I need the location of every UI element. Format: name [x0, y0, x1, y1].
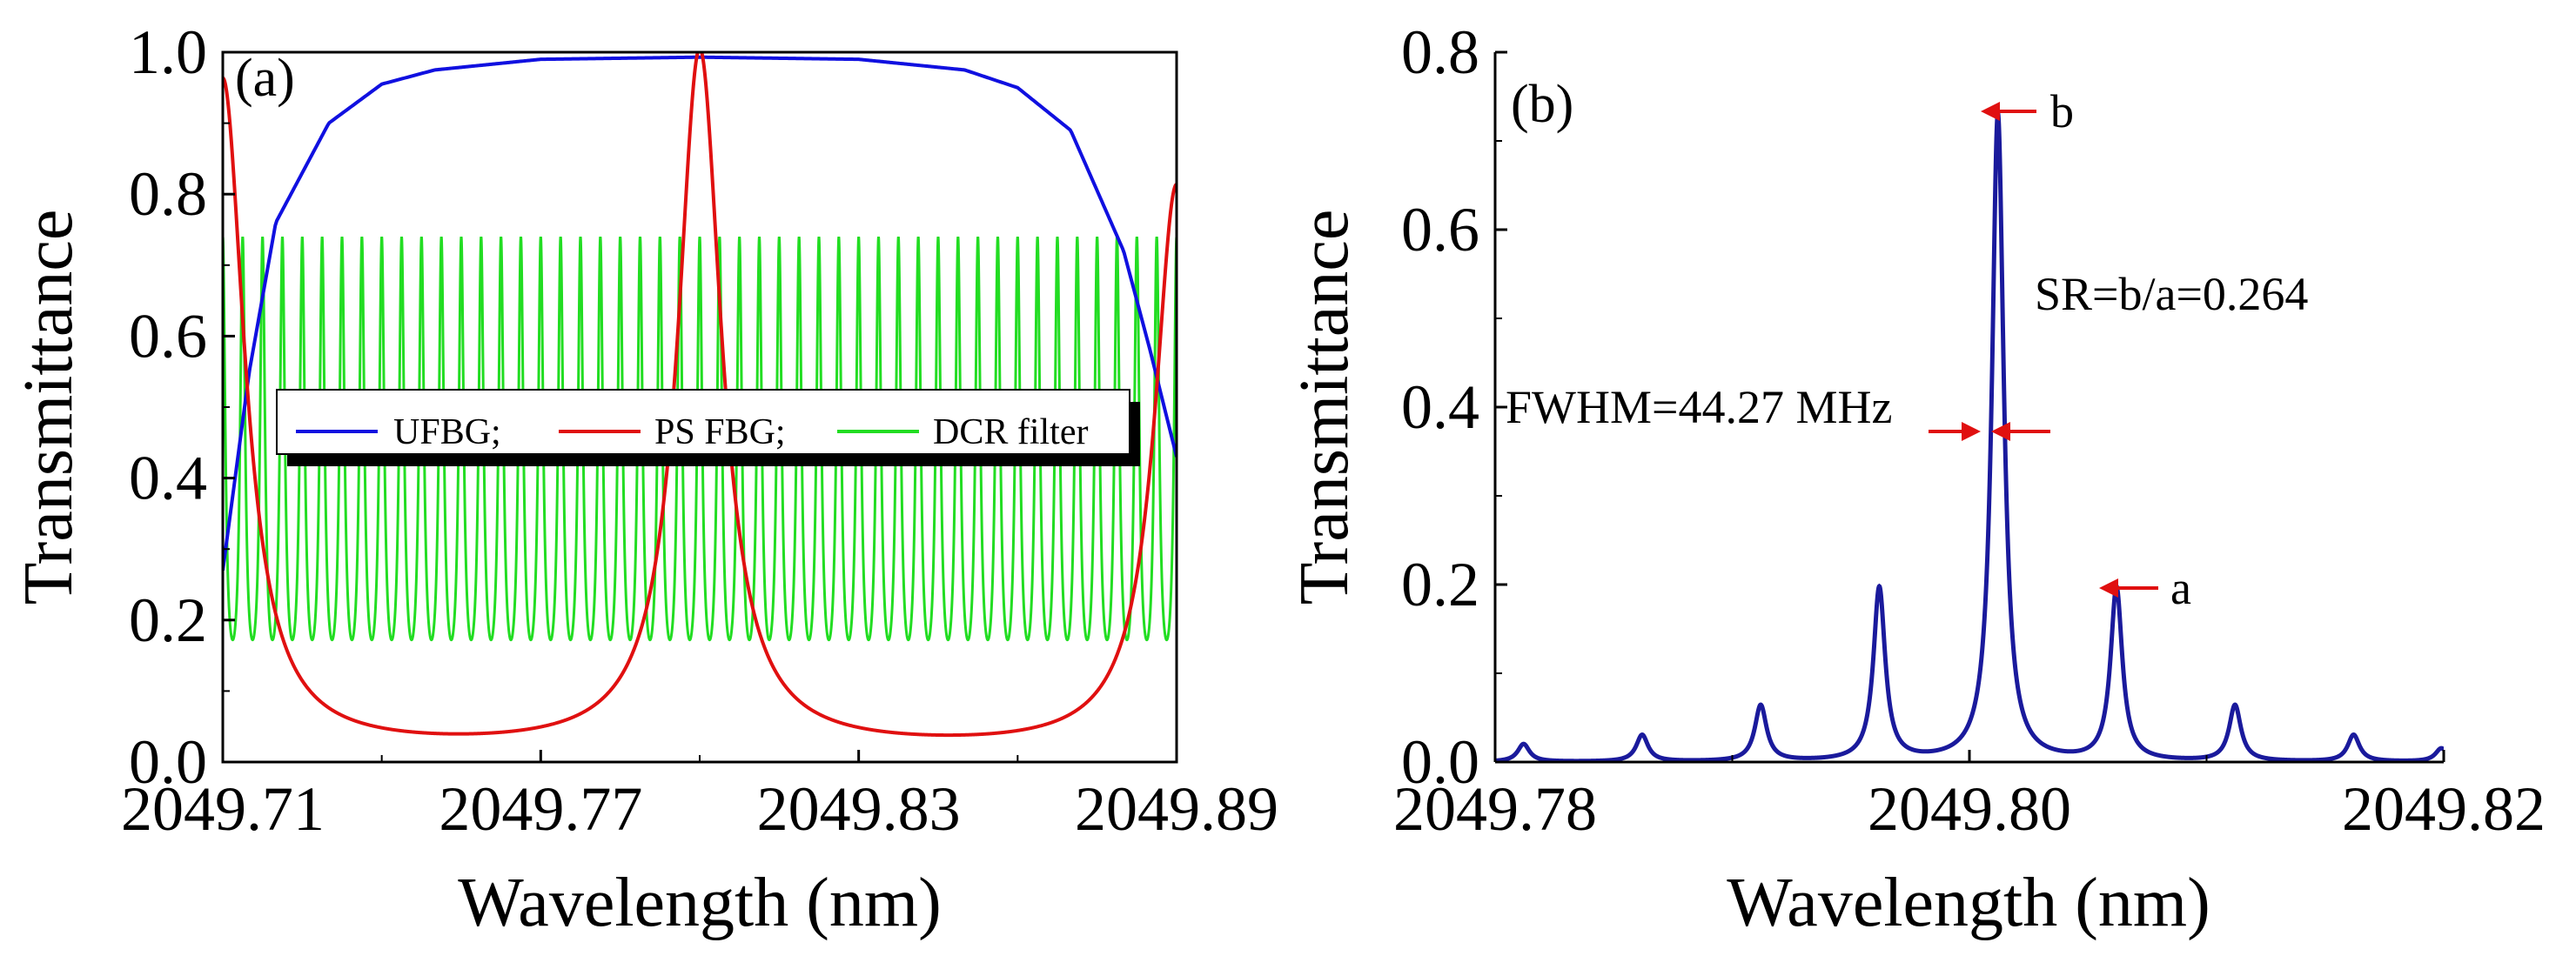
x-axis-title-a: Wavelength (nm): [458, 865, 942, 941]
legend-box: [276, 389, 1130, 455]
x-tick-label-b-2: 2049.82: [2342, 774, 2546, 844]
x-tick-label-a-2: 2049.83: [757, 774, 961, 844]
series-group-a: [223, 52, 1177, 738]
panel-label-b: (b): [1511, 75, 1573, 134]
y-tick-label-b-2: 0.4: [1401, 372, 1479, 442]
peak-a-arrow: [2099, 578, 2158, 598]
x-axis-title-b: Wavelength (nm): [1727, 865, 2210, 941]
peak-b-label: b: [2050, 85, 2074, 137]
x-tick-label-a-1: 2049.77: [439, 774, 642, 844]
y-tick-label-a-4: 0.8: [129, 159, 207, 229]
peak-a-label: a: [2170, 562, 2191, 614]
legend-label-dcr: DCR filter: [933, 412, 1088, 452]
ticks-a: [221, 50, 1178, 764]
tick-labels-b: 2049.78 2049.80 2049.82 0.0 0.2 0.4 0.6 0.8: [1393, 17, 2546, 844]
fwhm-annotation: FWHM=44.27 MHz: [1506, 381, 1892, 433]
series-line-transmission: [1495, 105, 2444, 762]
x-tick-label-a-0: 2049.71: [121, 774, 325, 844]
fwhm-arrow-right: [1991, 422, 2050, 441]
peak-b-arrow: [1981, 102, 2036, 121]
y-tick-label-a-2: 0.4: [129, 444, 207, 513]
series-line-dcr-filter: [223, 236, 1177, 642]
x-tick-label-b-1: 2049.80: [1868, 774, 2071, 844]
sr-annotation: SR=b/a=0.264: [2035, 268, 2308, 320]
x-tick-label-b-0: 2049.78: [1393, 774, 1597, 844]
y-tick-label-a-1: 0.2: [129, 585, 207, 655]
y-tick-label-a-3: 0.6: [129, 301, 207, 371]
chart-panel-a: 2049.71 2049.77 2049.83 2049.89 0.0 0.2 0.4 0.6…: [10, 17, 1278, 941]
y-axis-title-a: Transmittance: [10, 210, 87, 605]
y-axis-title-b: Transmittance: [1286, 210, 1363, 605]
y-tick-label-a-5: 1.0: [129, 17, 207, 87]
legend-a: UFBG; PS FBG; DCR filter: [276, 389, 1140, 466]
y-tick-label-b-4: 0.8: [1401, 17, 1479, 87]
series-group-b: [1495, 105, 2444, 762]
chart-panel-b: 2049.78 2049.80 2049.82 0.0 0.2 0.4 0.6 0.8 (b)…: [1286, 17, 2546, 941]
y-tick-label-b-1: 0.2: [1401, 550, 1479, 619]
x-tick-label-a-3: 2049.89: [1075, 774, 1278, 844]
panel-label-a: (a): [235, 49, 295, 108]
legend-label-ufbg: UFBG;: [393, 412, 501, 452]
fwhm-arrow-left: [1929, 422, 1981, 441]
series-line-ufbg: [223, 55, 1177, 571]
series-line-ps-fbg: [223, 52, 1177, 738]
tick-labels-a: 2049.71 2049.77 2049.83 2049.89 0.0 0.2 0.4 0.6…: [121, 17, 1278, 844]
ticks-b: [1493, 50, 2445, 764]
y-tick-label-a-0: 0.0: [129, 727, 207, 797]
y-tick-label-b-0: 0.0: [1401, 727, 1479, 797]
annotations-b: b a SR=b/a=0.264 FWHM=44.27 MHz: [1506, 85, 2308, 614]
y-tick-label-b-3: 0.6: [1401, 195, 1479, 264]
legend-label-ps-fbg: PS FBG;: [654, 412, 786, 452]
